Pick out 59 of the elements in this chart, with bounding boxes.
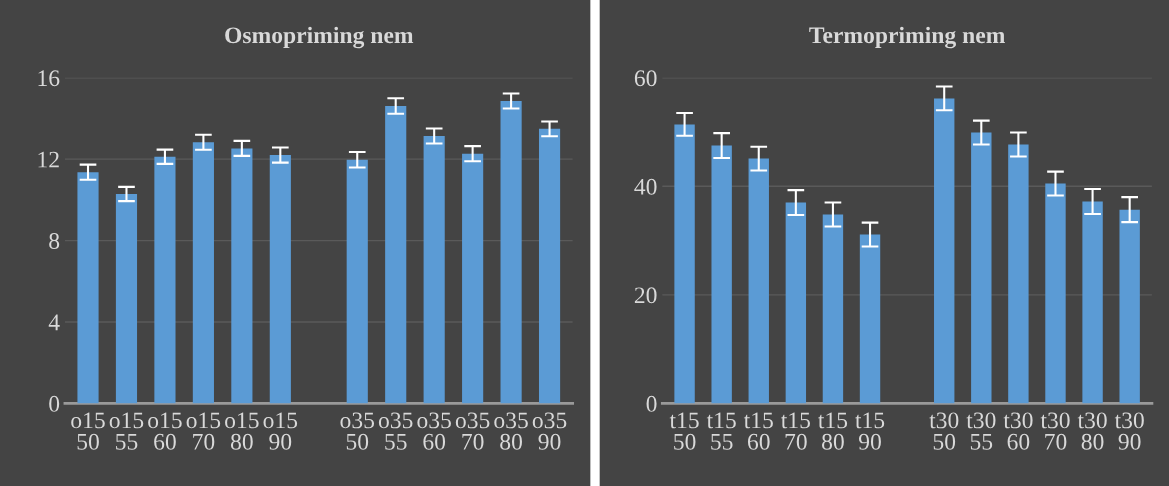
- bar: [346, 159, 368, 404]
- y-tick-label: 0: [49, 395, 60, 412]
- x-tick-label: t15 50: [669, 412, 699, 450]
- x-tick-label: t30 70: [1040, 412, 1070, 450]
- x-tick-label: o15 80: [225, 412, 259, 450]
- x-tick-label: o15 55: [109, 412, 144, 450]
- x-tick-label: o35 55: [378, 412, 413, 450]
- x-tick-label: t15 90: [855, 412, 885, 450]
- y-tick-label: 20: [634, 287, 657, 304]
- x-tick-label: o15 90: [263, 412, 298, 450]
- bar: [1082, 201, 1103, 404]
- bar: [934, 98, 955, 404]
- bar: [115, 193, 138, 404]
- bar: [859, 234, 881, 404]
- x-tick-label: t15 55: [706, 412, 736, 450]
- bar: [1008, 144, 1029, 404]
- y-tick-label: 40: [634, 178, 657, 195]
- x-tick-label: t30 60: [1003, 412, 1033, 450]
- bar: [971, 132, 992, 404]
- bar: [785, 202, 807, 404]
- bar: [385, 106, 407, 404]
- bar: [711, 145, 732, 404]
- bar: [231, 148, 253, 404]
- bar: [822, 214, 844, 404]
- x-tick-label: o35 90: [532, 412, 567, 450]
- x-tick-label: o15 70: [186, 412, 221, 450]
- x-tick-label: o35 80: [494, 412, 528, 450]
- bar: [462, 153, 484, 404]
- x-tick-label: t15 60: [743, 412, 773, 450]
- y-tick-label: 0: [646, 395, 657, 412]
- chart-title: Osmopriming nem: [225, 26, 414, 49]
- y-tick-label: 8: [49, 233, 60, 249]
- x-tick-label: t30 50: [929, 412, 959, 450]
- y-tick-label: 16: [38, 70, 60, 87]
- bar: [500, 100, 522, 404]
- chart-title: Termopriming nem: [809, 26, 1005, 49]
- y-tick-label: 12: [38, 151, 59, 168]
- x-tick-label: o15 60: [148, 412, 182, 450]
- x-tick-label: t30 80: [1077, 412, 1107, 450]
- bar: [748, 158, 769, 404]
- bar: [423, 135, 445, 404]
- x-tick-label: o35 70: [455, 412, 490, 450]
- y-tick-label: 60: [634, 70, 657, 87]
- bar: [1119, 209, 1140, 404]
- x-tick-label: t15 80: [818, 412, 848, 450]
- bar: [674, 124, 695, 404]
- x-tick-label: o35 50: [340, 412, 375, 450]
- bar: [77, 172, 99, 404]
- bar: [538, 128, 561, 404]
- x-tick-label: t15 70: [780, 412, 811, 450]
- x-tick-label: t30 55: [966, 412, 996, 450]
- x-tick-label: t30 90: [1114, 412, 1144, 450]
- bar: [269, 155, 291, 404]
- y-tick-label: 4: [48, 314, 60, 331]
- bar: [192, 142, 214, 404]
- x-tick-label: o15 50: [71, 412, 105, 450]
- x-tick-label: o35 60: [417, 412, 451, 450]
- bar: [1045, 183, 1066, 404]
- bar: [154, 156, 176, 404]
